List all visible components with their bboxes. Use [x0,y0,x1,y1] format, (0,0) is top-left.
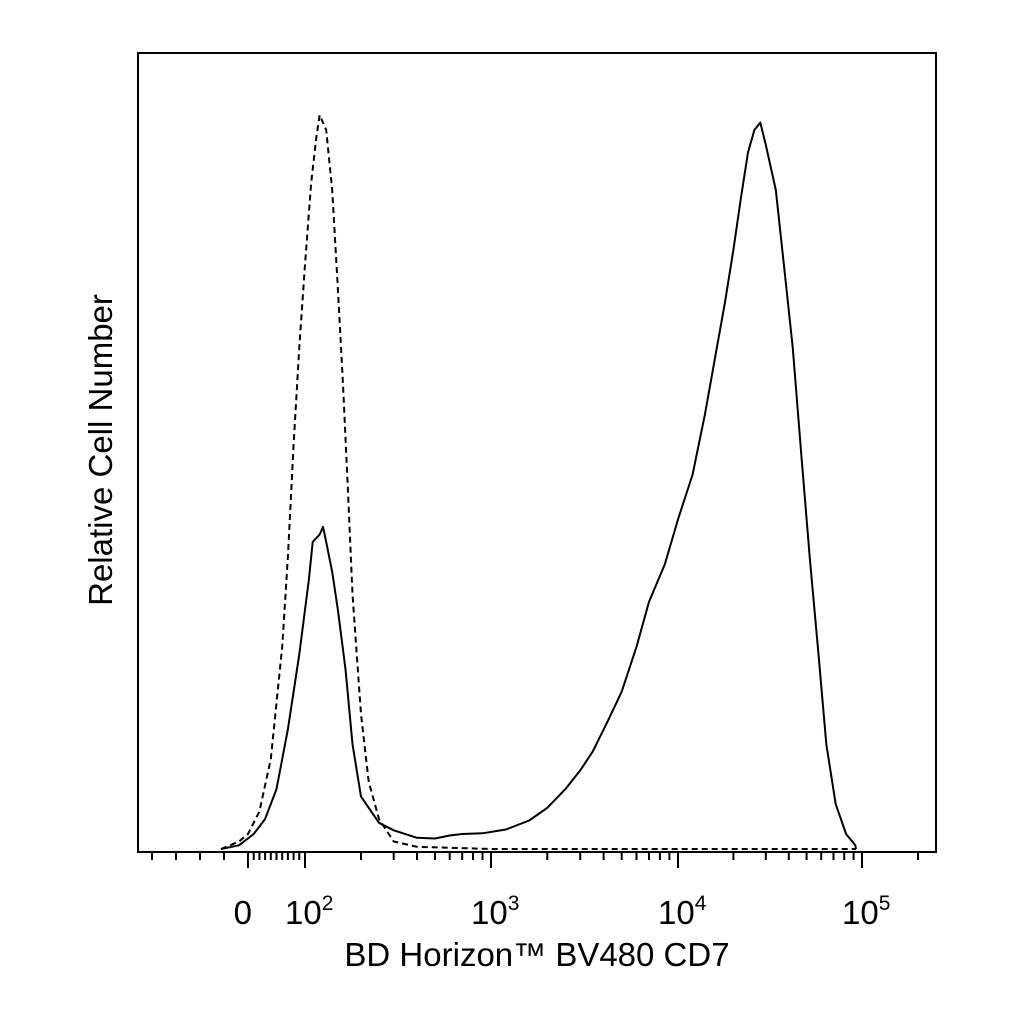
x-tick-labels: 0 102 103 104 105 [234,892,891,931]
x-tick-label: 104 [658,892,707,931]
x-tick-label: 105 [842,892,890,931]
x-ticks-layer [151,852,919,868]
x-tick-label: 103 [471,892,519,931]
curves-layer [220,114,857,850]
y-axis-title: Relative Cell Number [82,294,119,606]
x-tick-label: 0 [234,894,252,931]
series-dashed-curve [220,114,856,850]
series-solid-curve [220,121,857,850]
x-tick-label: 102 [285,892,333,931]
x-axis-title: BD Horizon™ BV480 CD7 [344,936,729,973]
plot-frame [137,52,937,853]
